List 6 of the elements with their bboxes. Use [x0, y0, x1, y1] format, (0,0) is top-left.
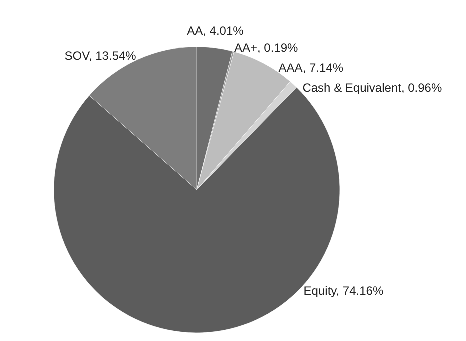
- slice-label: SOV, 13.54%: [64, 49, 137, 64]
- slice-label: AA+, 0.19%: [234, 40, 299, 55]
- slice-label: Equity, 74.16%: [304, 284, 384, 298]
- slice-label: AA, 4.01%: [187, 24, 244, 38]
- slice-label: AAA, 7.14%: [278, 60, 344, 75]
- slice-label: Cash & Equivalent, 0.96%: [302, 80, 442, 95]
